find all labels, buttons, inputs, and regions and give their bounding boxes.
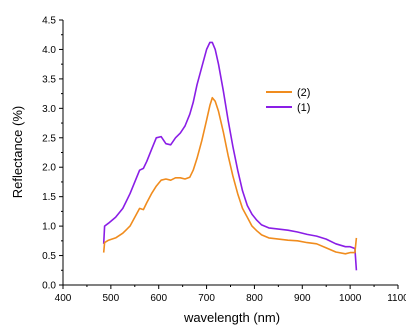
legend-label: (1) xyxy=(297,102,310,114)
y-tick-label: 1.0 xyxy=(42,222,56,233)
legend-label: (2) xyxy=(297,87,310,99)
y-tick-label: 0.0 xyxy=(42,281,56,292)
y-tick-label: 3.5 xyxy=(42,74,56,85)
series-line-2 xyxy=(102,96,358,255)
series-line-1 xyxy=(102,41,358,271)
x-axis-title: wavelength (nm) xyxy=(183,310,280,325)
x-tick-label: 900 xyxy=(294,293,311,304)
y-axis-title: Reflectance (%) xyxy=(10,106,25,198)
y-tick-label: 1.5 xyxy=(42,192,56,203)
x-tick-label: 1000 xyxy=(339,293,362,304)
x-tick-label: 400 xyxy=(55,293,72,304)
x-tick-label: 600 xyxy=(150,293,167,304)
y-tick-label: 0.5 xyxy=(42,251,56,262)
axes: 0.0 0.5 1.0 1.5 2.0 2.5 3.0 3.5 4.0 4.5 400 500 600 7… xyxy=(42,16,406,305)
y-tick-label: 2.0 xyxy=(42,163,56,174)
x-tick-label: 1100 xyxy=(387,293,406,304)
x-tick-label: 500 xyxy=(103,293,120,304)
y-tick-label: 3.0 xyxy=(42,104,56,115)
x-tick-label: 700 xyxy=(198,293,215,304)
series-layer xyxy=(102,41,358,271)
legend: (2)(1) xyxy=(266,87,310,114)
x-tick-label: 800 xyxy=(246,293,263,304)
y-tick-label: 4.0 xyxy=(42,45,56,56)
y-tick-label: 4.5 xyxy=(42,16,56,27)
y-tick-label: 2.5 xyxy=(42,133,56,144)
